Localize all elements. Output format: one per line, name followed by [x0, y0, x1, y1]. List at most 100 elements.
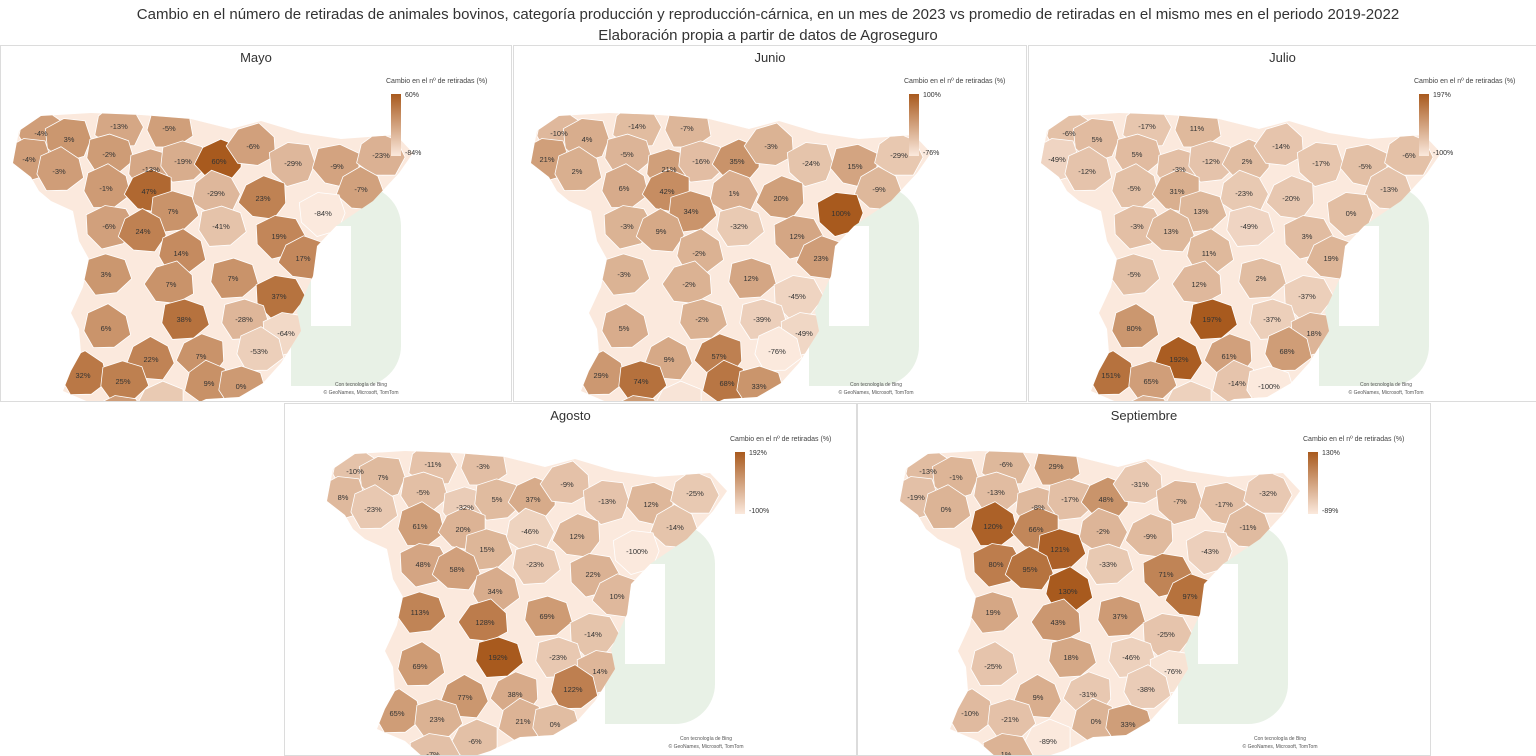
province-label-palencia: -32%	[456, 503, 474, 512]
province-label-teruel: 3%	[1302, 232, 1313, 241]
province-label-segovia: 13%	[1193, 207, 1208, 216]
province-label-castellon: 97%	[1182, 592, 1197, 601]
province-label-burgos: -17%	[1061, 495, 1079, 504]
province-label-badajoz: 69%	[412, 662, 427, 671]
province-label-palencia: 21%	[661, 165, 676, 174]
province-navarra	[1112, 460, 1163, 504]
province-burgos	[1188, 140, 1238, 183]
province-label-burgos: -19%	[174, 157, 192, 166]
province-label-gerona: -23%	[372, 151, 390, 160]
province-orense	[350, 484, 399, 530]
province-label-alicante: -64%	[277, 329, 295, 338]
province-gerona	[1243, 469, 1293, 514]
province-malaga	[1022, 718, 1071, 755]
province-label-cadiz: 1%	[1001, 750, 1012, 755]
province-cuenca	[524, 595, 573, 637]
province-label-zaragoza: -20%	[1282, 194, 1300, 203]
province-label-huesca: -7%	[1173, 497, 1187, 506]
province-label-lerida: -17%	[1215, 500, 1233, 509]
legend-min: -76%	[923, 150, 940, 157]
province-label-pontevedra: 8%	[338, 493, 349, 502]
province-label-cordoba: 192%	[1169, 355, 1189, 364]
province-label-guadalajara: -23%	[526, 560, 544, 569]
province-label-albacete: -46%	[1122, 653, 1140, 662]
spain-choropleth: -10% 7% -11% -3% 8% -23% -5% -32% 5% 37% -9% -13% 12…	[327, 451, 727, 755]
province-malaga	[449, 718, 498, 755]
map-panel-agosto: Agosto -10% 7% -11% -3% 8% -23% -5% -32% 5% 37% -9…	[284, 403, 857, 756]
province-label-asturias: -14%	[628, 122, 646, 131]
province-label-teruel: 12%	[789, 232, 804, 241]
province-navarra	[743, 122, 794, 166]
province-avila	[1004, 546, 1054, 591]
province-label-asturias: -6%	[999, 460, 1013, 469]
province-label-tarragona: 0%	[1346, 209, 1357, 218]
province-label-alicante: 14%	[592, 667, 607, 676]
province-label-sevilla: 23%	[429, 715, 444, 724]
province-label-sevilla: -21%	[1001, 715, 1019, 724]
province-label-cuenca: 37%	[1112, 612, 1127, 621]
province-label-zaragoza: 23%	[255, 194, 270, 203]
province-label-orense: -3%	[52, 167, 66, 176]
province-label-teruel: 71%	[1158, 570, 1173, 579]
province-label-castellon: 23%	[813, 254, 828, 263]
province-cuenca	[1097, 595, 1146, 637]
province-label-cuenca: 2%	[1256, 274, 1267, 283]
province-label-orense: -12%	[1078, 167, 1096, 176]
province-ciudad-real	[161, 298, 210, 340]
province-malaga	[1163, 380, 1212, 401]
province-label-leon: -5%	[620, 150, 634, 159]
province-label-cantabria: 29%	[1048, 462, 1063, 471]
province-label-asturias: -13%	[110, 122, 128, 131]
province-label-jaen: 57%	[711, 352, 726, 361]
province-label-granada: 68%	[719, 379, 734, 388]
province-label-cuenca: 69%	[539, 612, 554, 621]
province-avila	[1145, 208, 1195, 253]
province-label-barcelona: -7%	[354, 185, 368, 194]
province-burgos	[678, 140, 728, 183]
province-huesca	[1155, 480, 1203, 525]
province-navarra	[225, 122, 276, 166]
figure-title: Cambio en el número de retiradas de anim…	[136, 6, 1400, 23]
province-navarra	[539, 460, 590, 504]
province-label-valencia: -25%	[1157, 630, 1175, 639]
province-label-soria: -29%	[207, 189, 225, 198]
province-ciudad-real	[1189, 298, 1238, 340]
province-label-lugo: 4%	[582, 135, 593, 144]
legend-min: -100%	[749, 508, 770, 515]
province-label-barcelona: -13%	[1380, 185, 1398, 194]
legend-max: 197%	[1433, 92, 1451, 99]
province-burgos	[160, 140, 210, 183]
legend-color-bar	[1308, 452, 1318, 514]
province-label-badajoz: 5%	[619, 324, 630, 333]
province-label-almeria: 0%	[550, 720, 561, 729]
map-credit: Con tecnología de Bing © GeoNames, Micros…	[323, 382, 399, 396]
province-label-palencia: -8%	[1031, 503, 1045, 512]
province-label-cantabria: -3%	[476, 462, 490, 471]
legend-max: 60%	[405, 92, 420, 99]
province-murcia	[1123, 664, 1172, 710]
province-label-la-coruna: -10%	[346, 467, 364, 476]
map-title: Mayo	[240, 50, 272, 65]
province-label-guadalajara: -32%	[730, 222, 748, 231]
province-label-albacete: -37%	[1263, 315, 1281, 324]
province-label-la-coruna: -6%	[1062, 129, 1076, 138]
province-label-murcia: -53%	[250, 347, 268, 356]
map-credit: Con tecnología de Bing © GeoNames, Micros…	[1348, 382, 1424, 396]
province-label-leon: -5%	[416, 488, 430, 497]
province-label-avila: 9%	[656, 227, 667, 236]
province-label-valencia: -45%	[788, 292, 806, 301]
province-malaga	[653, 380, 702, 401]
province-label-toledo: -2%	[682, 280, 696, 289]
legend-max: 100%	[923, 92, 941, 99]
province-label-gerona: -29%	[890, 151, 908, 160]
province-label-huelva: -10%	[961, 709, 979, 718]
province-label-pontevedra: -19%	[907, 493, 925, 502]
province-badajoz	[83, 303, 132, 349]
province-label-jaen: 38%	[507, 690, 522, 699]
province-label-ciudad-real: 192%	[488, 653, 508, 662]
province-label-valencia: -14%	[584, 630, 602, 639]
province-label-gerona: -6%	[1402, 151, 1416, 160]
province-label-asturias: -17%	[1138, 122, 1156, 131]
province-label-burgos: -12%	[1202, 157, 1220, 166]
province-orense	[36, 146, 85, 192]
